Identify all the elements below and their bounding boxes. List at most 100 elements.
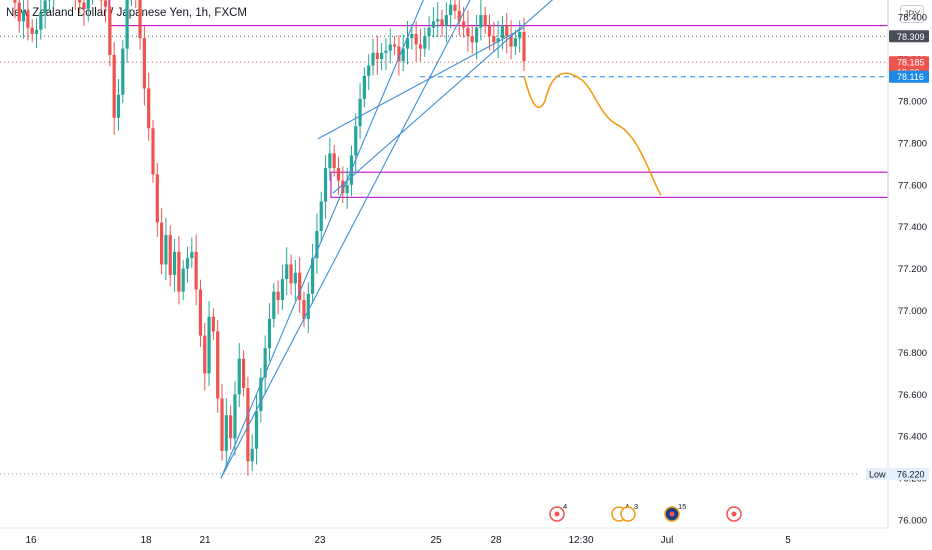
candle <box>241 350 246 397</box>
candle-body <box>211 316 215 332</box>
candle-body <box>388 44 392 51</box>
candle-body <box>125 0 129 49</box>
currency-button[interactable]: JPY <box>900 5 924 23</box>
event-marker-icon <box>620 506 636 522</box>
candle-body <box>315 230 319 259</box>
candle <box>470 26 474 54</box>
candle-body <box>323 168 328 202</box>
candle <box>190 237 194 268</box>
candle <box>164 217 168 281</box>
projection-path <box>523 72 662 196</box>
zone-support-lower <box>330 171 889 198</box>
candle-body <box>30 27 34 34</box>
candle-body <box>280 279 285 301</box>
candle-body <box>147 88 151 129</box>
candle-body <box>17 2 21 22</box>
y-tick-label: 76.400 <box>898 432 927 443</box>
candle-body <box>229 415 233 439</box>
y-tick-label: 77.400 <box>898 222 927 233</box>
y-tick-label: 76.600 <box>898 390 927 401</box>
candle-body <box>479 15 483 28</box>
candle-body <box>431 21 436 28</box>
candle <box>177 236 181 305</box>
candle <box>224 398 228 467</box>
candle <box>427 16 431 51</box>
candle <box>47 0 52 12</box>
candle-body <box>358 98 362 127</box>
price-lines <box>0 35 888 475</box>
candle <box>17 0 21 33</box>
candle <box>194 234 198 306</box>
candle <box>99 0 103 11</box>
projection <box>523 72 662 196</box>
candle <box>74 0 76 10</box>
trendline <box>332 0 554 194</box>
candle-body <box>13 0 17 3</box>
candle <box>92 0 94 5</box>
candle-body <box>384 50 388 53</box>
candle-body <box>392 44 397 47</box>
candle-body <box>518 31 522 39</box>
candle <box>418 28 423 62</box>
event-icon-3[interactable]: 15 <box>664 502 686 522</box>
candle <box>155 163 159 237</box>
candle-body <box>43 0 47 14</box>
candle <box>168 225 172 287</box>
price-badge-target <box>889 70 929 83</box>
trendline <box>317 27 525 140</box>
candle <box>483 6 487 34</box>
candle <box>78 0 82 14</box>
candles <box>13 0 526 476</box>
candle <box>207 301 211 387</box>
candle-body <box>293 272 297 284</box>
price-badge-mid-text: 78.309 <box>897 32 925 42</box>
candle <box>254 393 259 465</box>
price-badge-target-text: 78.116 <box>897 72 924 82</box>
candle <box>414 21 418 62</box>
candle <box>345 167 349 209</box>
event-icons: 44315 <box>549 502 742 522</box>
event-icon-4[interactable] <box>726 506 742 522</box>
candle <box>328 137 332 181</box>
candle <box>250 434 254 472</box>
candle-body <box>449 4 453 16</box>
candle-body <box>181 268 185 292</box>
candle-body <box>457 10 461 22</box>
y-tick-label: 77.600 <box>898 180 927 191</box>
candle <box>436 2 440 38</box>
candle-body <box>405 38 410 49</box>
candle <box>272 283 276 328</box>
candle <box>311 243 315 304</box>
candle-body <box>220 398 224 451</box>
trendline <box>220 0 471 479</box>
candle-body <box>185 258 190 269</box>
x-tick-label: 5 <box>785 535 791 546</box>
event-icon-0[interactable]: 4 <box>549 502 567 522</box>
candle <box>362 67 366 108</box>
candle-body <box>371 52 375 66</box>
event-icon-2[interactable]: 3 <box>620 502 638 522</box>
candle-body <box>254 411 259 449</box>
candle-body <box>492 36 496 43</box>
candle-body <box>172 251 177 275</box>
x-tick-label: 18 <box>140 535 152 546</box>
candle <box>237 342 241 408</box>
candle <box>220 384 224 461</box>
candle <box>130 0 132 7</box>
candle-body <box>203 335 207 374</box>
candle-body <box>302 300 306 319</box>
candle-body <box>237 358 241 395</box>
y-tick-label: 78.000 <box>898 97 927 108</box>
candle <box>319 191 323 243</box>
candle <box>354 113 358 173</box>
candle-body <box>311 258 315 294</box>
candle <box>267 303 272 361</box>
candle <box>108 0 112 67</box>
low-value-text: 76.220 <box>897 469 925 479</box>
candle-body <box>522 31 526 62</box>
candle <box>466 10 470 52</box>
candle <box>457 0 461 36</box>
candle <box>323 155 328 219</box>
candle <box>263 335 267 395</box>
